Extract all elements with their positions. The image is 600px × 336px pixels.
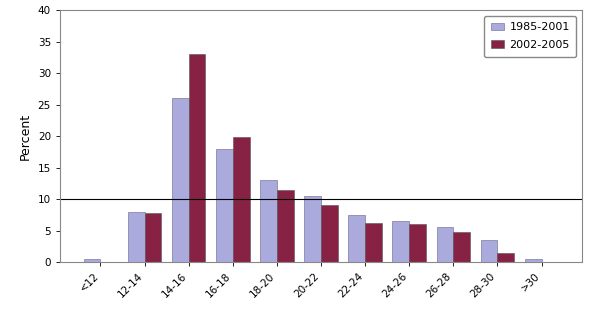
Bar: [84, 259, 100, 262]
Bar: [497, 253, 514, 262]
Bar: [145, 213, 161, 262]
Bar: [525, 259, 542, 262]
Bar: [304, 196, 321, 262]
Bar: [321, 205, 338, 262]
Bar: [392, 221, 409, 262]
Bar: [365, 223, 382, 262]
Bar: [216, 149, 233, 262]
Bar: [277, 190, 293, 262]
Bar: [409, 224, 426, 262]
Y-axis label: Percent: Percent: [19, 113, 32, 160]
Bar: [437, 227, 454, 262]
Bar: [349, 215, 365, 262]
Bar: [454, 233, 470, 262]
Bar: [172, 98, 188, 262]
Bar: [188, 54, 205, 262]
Bar: [233, 137, 250, 262]
Bar: [128, 212, 145, 262]
Bar: [481, 240, 497, 262]
Legend: 1985-2001, 2002-2005: 1985-2001, 2002-2005: [484, 16, 577, 57]
Bar: [260, 180, 277, 262]
